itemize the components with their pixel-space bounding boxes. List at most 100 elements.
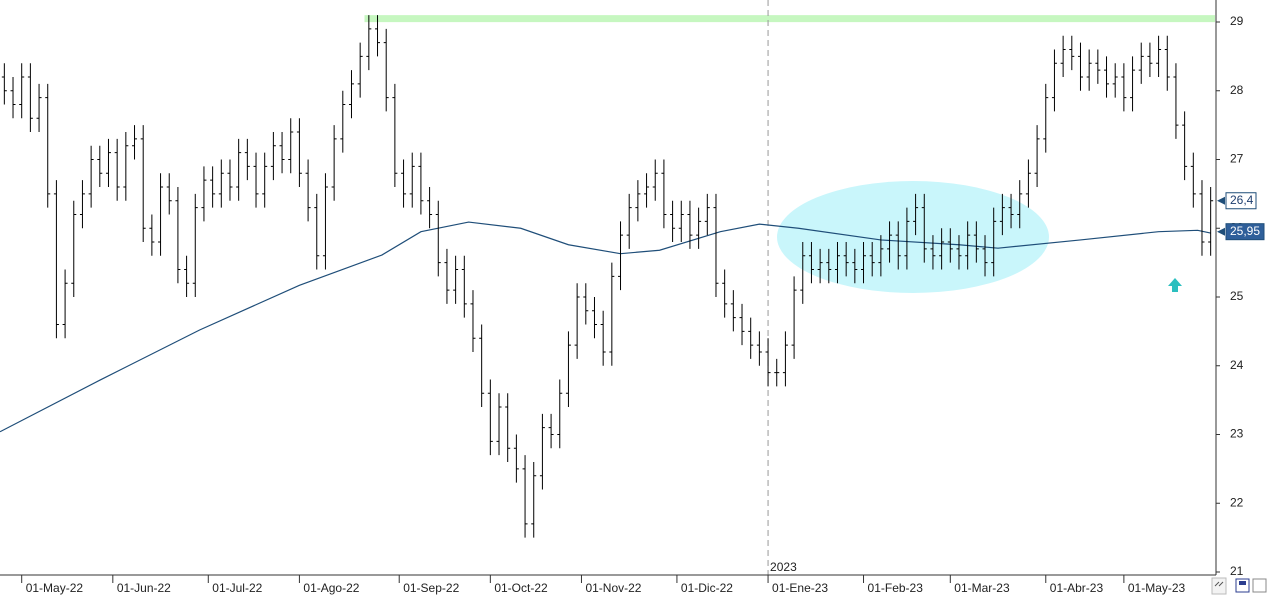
ohlc-bar bbox=[600, 310, 606, 366]
x-tick-label: 01-Ene-23 bbox=[772, 581, 828, 595]
ohlc-bar bbox=[244, 138, 250, 181]
ohlc-bar bbox=[591, 297, 597, 339]
ohlc-bar bbox=[1, 63, 7, 105]
ohlc-bar bbox=[1060, 35, 1066, 77]
save-icon bbox=[1239, 581, 1246, 585]
ohlc-bar bbox=[748, 317, 754, 359]
ohlc-bar bbox=[644, 173, 650, 208]
ohlc-bar bbox=[88, 145, 94, 208]
ohlc-bar bbox=[843, 242, 849, 277]
x-tick-label: 01-May-22 bbox=[26, 581, 84, 595]
ohlc-bar bbox=[861, 242, 867, 284]
year-label: 2023 bbox=[770, 560, 797, 574]
ohlc-bar bbox=[10, 77, 16, 119]
ohlc-bar bbox=[470, 290, 476, 352]
ohlc-bar bbox=[270, 132, 276, 181]
ohlc-bar bbox=[826, 248, 832, 284]
x-tick-label: 01-Oct-22 bbox=[494, 581, 548, 595]
ohlc-bar bbox=[453, 255, 459, 304]
save-button[interactable] bbox=[1235, 578, 1250, 593]
ohlc-bar bbox=[869, 242, 875, 277]
ohlc-bar bbox=[505, 393, 511, 462]
ohlc-bar bbox=[1138, 42, 1144, 84]
ohlc-bar bbox=[1051, 49, 1057, 112]
ohlc-bar bbox=[401, 159, 407, 208]
x-tick-label: 01-Jun-22 bbox=[117, 581, 171, 595]
ohlc-bar bbox=[670, 200, 676, 242]
ohlc-bar bbox=[782, 331, 788, 387]
year-label-bg bbox=[769, 560, 798, 574]
ohlc-bar bbox=[522, 455, 528, 538]
ohlc-bar bbox=[201, 166, 207, 222]
ohlc-bar bbox=[904, 207, 910, 270]
ohlc-bar bbox=[296, 118, 302, 187]
x-tick-label: 01-Sep-22 bbox=[403, 581, 459, 595]
ohlc-bar bbox=[1069, 35, 1075, 71]
ohlc-bar bbox=[1173, 63, 1179, 139]
ohlc-bar bbox=[696, 207, 702, 249]
x-tick-label: 01-Abr-23 bbox=[1050, 581, 1104, 595]
ohlc-bar bbox=[609, 262, 615, 366]
ohlc-bar bbox=[1164, 35, 1170, 91]
ohlc-bar bbox=[435, 200, 441, 277]
ohlc-bar bbox=[418, 152, 424, 215]
print-button[interactable] bbox=[1252, 578, 1267, 593]
ohlc-bar bbox=[1017, 180, 1023, 229]
ohlc-bar bbox=[305, 159, 311, 222]
ohlc-bar bbox=[218, 159, 224, 208]
ohlc-bar bbox=[479, 324, 485, 407]
ohlc-bar bbox=[1086, 49, 1092, 91]
ohlc-bar bbox=[513, 434, 519, 483]
price-pointer bbox=[1217, 196, 1225, 205]
ohlc-bar bbox=[921, 193, 927, 263]
ohlc-bar bbox=[1182, 111, 1188, 181]
ohlc-bar bbox=[791, 276, 797, 359]
ohlc-bar bbox=[149, 214, 155, 256]
ohlc-bar bbox=[184, 255, 190, 297]
ohlc-bar bbox=[36, 83, 42, 132]
ohlc-bar bbox=[557, 379, 563, 449]
ohlc-bar bbox=[19, 63, 25, 119]
ohlc-bar bbox=[487, 379, 493, 456]
ohlc-bar bbox=[210, 166, 216, 208]
ohlc-bar bbox=[1112, 63, 1118, 98]
ohlc-bar bbox=[166, 173, 172, 215]
ohlc-bar bbox=[1208, 187, 1214, 256]
ohlc-bar bbox=[687, 200, 693, 249]
plot-area bbox=[0, 0, 1215, 575]
toolbar bbox=[1211, 577, 1267, 595]
ohlc-bar bbox=[357, 42, 363, 98]
ohlc-bar bbox=[817, 248, 823, 284]
ohlc-bar bbox=[461, 255, 467, 318]
ohlc-bar bbox=[756, 331, 762, 366]
ohlc-bar bbox=[913, 193, 919, 236]
ohlc-bar bbox=[114, 138, 120, 201]
ohlc-bar bbox=[1104, 56, 1110, 98]
ohlc-bar bbox=[539, 413, 545, 490]
ohlc-bar bbox=[1077, 42, 1083, 91]
ohlc-bar bbox=[618, 221, 624, 291]
ohlc-bar bbox=[808, 242, 814, 284]
ohlc-bar bbox=[383, 28, 389, 112]
x-tick-label: 01-Mar-23 bbox=[954, 581, 1010, 595]
price-label: 26,4 bbox=[1230, 193, 1254, 207]
highlight-ellipse bbox=[777, 181, 1049, 293]
ohlc-bar bbox=[991, 207, 997, 277]
ohlc-bar bbox=[574, 283, 580, 359]
ohlc-bar bbox=[713, 193, 719, 297]
price-pointer bbox=[1217, 227, 1225, 236]
scroll-icon bbox=[1214, 581, 1224, 587]
ohlc-bar bbox=[45, 83, 51, 208]
ohlc-bar bbox=[652, 159, 658, 201]
ohlc-bar bbox=[175, 187, 181, 284]
ohlc-bar bbox=[71, 200, 77, 297]
ohlc-bar bbox=[1190, 152, 1196, 208]
ohlc-bar bbox=[79, 180, 85, 229]
ohlc-bar bbox=[444, 248, 450, 304]
ohlc-bar bbox=[565, 331, 571, 407]
ohlc-bar bbox=[253, 152, 259, 208]
ohlc-bar bbox=[262, 152, 268, 208]
ohlc-bar bbox=[1156, 35, 1162, 77]
ohlc-bar bbox=[1130, 56, 1136, 112]
